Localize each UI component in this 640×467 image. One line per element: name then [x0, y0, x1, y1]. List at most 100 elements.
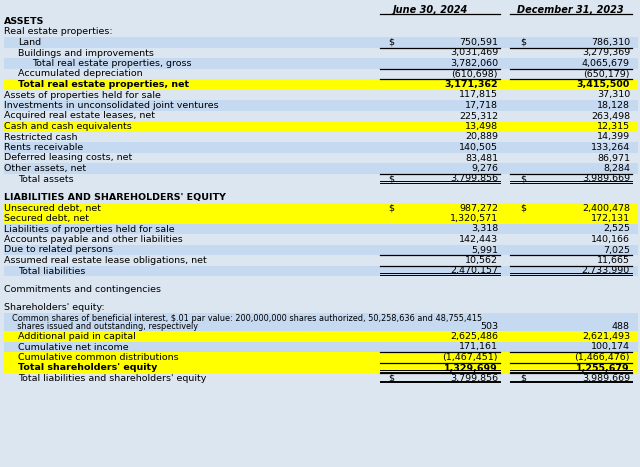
Text: 5,991: 5,991 [471, 246, 498, 255]
Text: $: $ [520, 38, 526, 47]
Text: 3,031,469: 3,031,469 [450, 49, 498, 57]
Text: Accumulated depreciation: Accumulated depreciation [18, 70, 143, 78]
Text: shares issued and outstanding, respectively: shares issued and outstanding, respectiv… [12, 322, 198, 331]
Text: $: $ [520, 204, 526, 212]
Text: 13,498: 13,498 [465, 122, 498, 131]
Text: 37,310: 37,310 [596, 91, 630, 99]
Text: 3,318: 3,318 [471, 225, 498, 234]
Bar [4, 362, 638, 373]
Text: December 31, 2023: December 31, 2023 [516, 5, 623, 15]
Text: 9,276: 9,276 [471, 164, 498, 173]
Text: Other assets, net: Other assets, net [4, 164, 86, 173]
Text: Common shares of beneficial interest, $.01 par value: 200,000,000 shares authori: Common shares of beneficial interest, $.… [12, 314, 482, 323]
Text: 7,025: 7,025 [603, 246, 630, 255]
Bar [4, 362, 638, 373]
Text: Total liabilities: Total liabilities [18, 267, 85, 276]
Text: 2,733,990: 2,733,990 [582, 267, 630, 276]
Bar [4, 203, 638, 213]
Text: 171,161: 171,161 [459, 342, 498, 352]
Bar [4, 213, 638, 224]
Text: 11,665: 11,665 [597, 256, 630, 265]
Bar [4, 163, 638, 174]
Text: 3,799,856: 3,799,856 [450, 175, 498, 184]
Bar [4, 341, 638, 352]
Text: Real estate properties:: Real estate properties: [4, 28, 113, 36]
Text: Cumulative net income: Cumulative net income [18, 342, 129, 352]
Text: (650,179): (650,179) [584, 70, 630, 78]
Bar [4, 121, 638, 132]
Text: Acquired real estate leases, net: Acquired real estate leases, net [4, 112, 155, 120]
Text: June 30, 2024: June 30, 2024 [392, 5, 468, 15]
Text: 3,989,669: 3,989,669 [582, 175, 630, 184]
Text: 140,505: 140,505 [459, 143, 498, 152]
Text: 17,718: 17,718 [465, 101, 498, 110]
Text: $: $ [520, 374, 526, 383]
Text: 4,065,679: 4,065,679 [582, 59, 630, 68]
Text: $: $ [388, 175, 394, 184]
Text: 133,264: 133,264 [591, 143, 630, 152]
Bar [4, 121, 638, 132]
Text: $: $ [388, 204, 394, 212]
Text: 83,481: 83,481 [465, 154, 498, 163]
Bar [4, 79, 638, 90]
Text: Total liabilities and shareholders' equity: Total liabilities and shareholders' equi… [18, 374, 206, 383]
Bar [4, 37, 638, 48]
Text: 1,255,679: 1,255,679 [577, 363, 630, 373]
Bar [4, 79, 638, 90]
Text: $: $ [388, 38, 394, 47]
Text: 172,131: 172,131 [591, 214, 630, 223]
Text: 786,310: 786,310 [591, 38, 630, 47]
Text: Total real estate properties, net: Total real estate properties, net [18, 80, 189, 89]
Text: 1,329,699: 1,329,699 [444, 363, 498, 373]
Text: 140,166: 140,166 [591, 235, 630, 244]
Text: Restricted cash: Restricted cash [4, 133, 77, 142]
Text: Assets of properties held for sale: Assets of properties held for sale [4, 91, 161, 99]
Text: Accounts payable and other liabilities: Accounts payable and other liabilities [4, 235, 183, 244]
Text: Rents receivable: Rents receivable [4, 143, 83, 152]
Text: 3,799,856: 3,799,856 [450, 374, 498, 383]
Text: (1,466,476): (1,466,476) [575, 353, 630, 362]
Text: 987,272: 987,272 [459, 204, 498, 212]
Text: ASSETS: ASSETS [4, 17, 44, 26]
Bar [4, 245, 638, 255]
Bar [4, 58, 638, 69]
Text: Cash and cash equivalents: Cash and cash equivalents [4, 122, 132, 131]
Text: 10,562: 10,562 [465, 256, 498, 265]
Text: (1,467,451): (1,467,451) [442, 353, 498, 362]
Text: Total real estate properties, gross: Total real estate properties, gross [32, 59, 191, 68]
Text: Unsecured debt, net: Unsecured debt, net [4, 204, 101, 212]
Text: Secured debt, net: Secured debt, net [4, 214, 89, 223]
Text: Total shareholders' equity: Total shareholders' equity [18, 363, 157, 373]
Bar [4, 224, 638, 234]
Text: Land: Land [18, 38, 41, 47]
Text: Deferred leasing costs, net: Deferred leasing costs, net [4, 154, 132, 163]
Text: 12,315: 12,315 [597, 122, 630, 131]
Text: Additional paid in capital: Additional paid in capital [18, 332, 136, 341]
Text: 3,782,060: 3,782,060 [450, 59, 498, 68]
Text: $: $ [388, 374, 394, 383]
Text: 3,989,669: 3,989,669 [582, 374, 630, 383]
Text: 2,625,486: 2,625,486 [450, 332, 498, 341]
Text: Investments in unconsolidated joint ventures: Investments in unconsolidated joint vent… [4, 101, 219, 110]
Text: 2,525: 2,525 [603, 225, 630, 234]
Text: Commitments and contingencies: Commitments and contingencies [4, 285, 161, 294]
Text: 3,171,362: 3,171,362 [444, 80, 498, 89]
Text: 20,889: 20,889 [465, 133, 498, 142]
Text: 3,415,500: 3,415,500 [577, 80, 630, 89]
Text: 86,971: 86,971 [597, 154, 630, 163]
Text: 263,498: 263,498 [591, 112, 630, 120]
Text: 2,470,157: 2,470,157 [450, 267, 498, 276]
Text: Total assets: Total assets [18, 175, 74, 184]
Text: LIABILITIES AND SHAREHOLDERS' EQUITY: LIABILITIES AND SHAREHOLDERS' EQUITY [4, 193, 226, 202]
Text: 1,320,571: 1,320,571 [450, 214, 498, 223]
Text: 2,400,478: 2,400,478 [582, 204, 630, 212]
Text: 503: 503 [480, 322, 498, 331]
Text: 142,443: 142,443 [459, 235, 498, 244]
Bar [4, 100, 638, 111]
Bar [4, 313, 638, 331]
Text: 2,621,493: 2,621,493 [582, 332, 630, 341]
Bar [4, 331, 638, 341]
Text: 100,174: 100,174 [591, 342, 630, 352]
Text: $: $ [520, 175, 526, 184]
Bar [4, 203, 638, 213]
